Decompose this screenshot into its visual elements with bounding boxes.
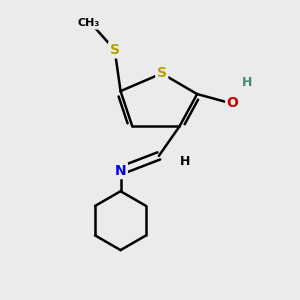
Text: H: H — [242, 76, 252, 89]
Text: CH₃: CH₃ — [77, 18, 99, 28]
Text: N: N — [115, 164, 126, 178]
Text: H: H — [180, 155, 190, 168]
Text: S: S — [110, 43, 120, 57]
Text: S: S — [157, 66, 167, 80]
Text: O: O — [226, 96, 238, 110]
